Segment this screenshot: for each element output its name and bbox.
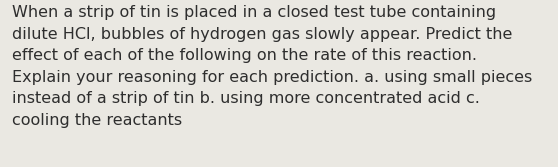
Text: When a strip of tin is placed in a closed test tube containing
dilute HCl, bubbl: When a strip of tin is placed in a close… [12, 5, 532, 128]
